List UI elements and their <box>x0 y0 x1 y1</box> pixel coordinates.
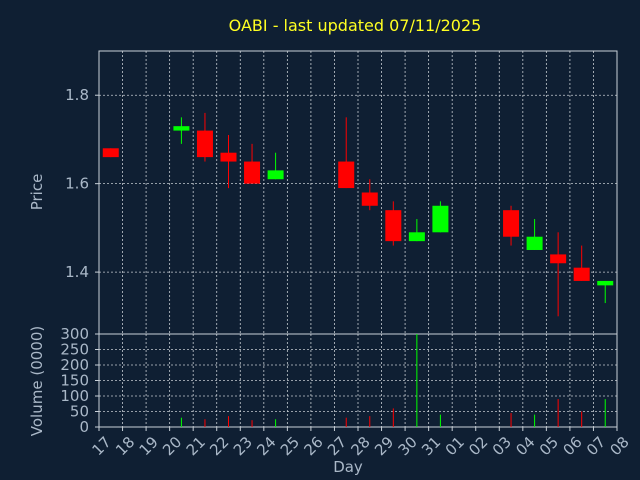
price-axis-label: Price <box>28 174 46 211</box>
candle <box>385 201 402 246</box>
x-tick-label: 06 <box>559 433 585 459</box>
volume-tick-label: 150 <box>60 372 89 390</box>
candle <box>173 117 190 144</box>
x-tick-label: 04 <box>512 433 538 459</box>
candle-body <box>385 210 402 242</box>
candle-body <box>220 152 237 162</box>
x-tick-label: 19 <box>136 433 162 459</box>
x-tick-label: 08 <box>607 433 633 459</box>
volume-axis-label: Volume (0000) <box>28 326 46 436</box>
candle <box>220 135 237 189</box>
candle-body <box>432 205 449 233</box>
price-tick-label: 1.4 <box>65 263 89 281</box>
x-tick-label: 30 <box>395 433 421 459</box>
volume-tick-label: 200 <box>60 356 89 374</box>
candle-body <box>408 232 425 242</box>
x-tick-label: 23 <box>230 433 256 459</box>
candle <box>408 219 425 242</box>
price-panel: 1.4 1.6 1.8 Price <box>28 50 618 335</box>
candle <box>597 280 614 304</box>
x-tick-label: 31 <box>418 433 444 459</box>
candle-body <box>102 148 119 158</box>
chart-title: OABI - last updated 07/11/2025 <box>229 16 482 35</box>
candle <box>432 201 449 233</box>
price-tick-label: 1.8 <box>65 86 89 104</box>
x-tick-label: 02 <box>465 433 491 459</box>
x-tick-label: 20 <box>159 433 185 459</box>
volume-tick-label: 300 <box>60 325 89 343</box>
candle-body <box>550 254 567 264</box>
candle <box>244 143 261 184</box>
candle <box>196 112 213 162</box>
volume-tick-label: 100 <box>60 387 89 405</box>
candle-body <box>526 236 543 250</box>
candle <box>361 179 378 211</box>
candle-body <box>196 130 213 158</box>
volume-tick-label: 0 <box>79 418 89 436</box>
x-tick-label: 03 <box>489 433 515 459</box>
x-tick-label: 07 <box>583 433 609 459</box>
candle <box>550 232 567 317</box>
price-tick-label: 1.6 <box>65 175 89 193</box>
x-tick-label: 22 <box>206 433 232 459</box>
candle <box>267 152 284 180</box>
price-y-ticks: 1.4 1.6 1.8 <box>65 86 99 281</box>
x-tick-label: 05 <box>536 433 562 459</box>
x-tick-label: 29 <box>371 433 397 459</box>
x-tick-label: 21 <box>183 433 209 459</box>
candle-body <box>338 161 355 189</box>
candle-body <box>244 161 261 184</box>
candle-body <box>173 126 190 131</box>
volume-grid <box>99 334 617 427</box>
candle-body <box>597 280 614 286</box>
x-tick-label: 26 <box>300 433 326 459</box>
candle <box>503 205 520 246</box>
x-tick-label: 25 <box>277 433 303 459</box>
volume-tick-label: 250 <box>60 341 89 359</box>
candles <box>102 112 614 317</box>
candle-body <box>361 192 378 206</box>
x-tick-label: 28 <box>348 433 374 459</box>
candle <box>338 117 355 189</box>
x-tick-label: 27 <box>324 433 350 459</box>
price-grid <box>99 51 617 334</box>
candle-body <box>503 210 520 237</box>
x-ticks: 1718192021222324252627282930310102030405… <box>89 427 633 459</box>
x-tick-label: 18 <box>112 433 138 459</box>
x-tick-label: 01 <box>442 433 468 459</box>
candle <box>573 245 590 281</box>
candle-body <box>267 170 284 180</box>
x-axis-label: Day <box>333 458 363 476</box>
candle-body <box>573 267 590 281</box>
volume-bars <box>180 334 606 427</box>
x-tick-label: 24 <box>253 433 279 459</box>
candle <box>102 148 119 158</box>
volume-tick-label: 50 <box>70 403 89 421</box>
candle <box>526 219 543 250</box>
x-tick-label: 17 <box>89 433 115 459</box>
